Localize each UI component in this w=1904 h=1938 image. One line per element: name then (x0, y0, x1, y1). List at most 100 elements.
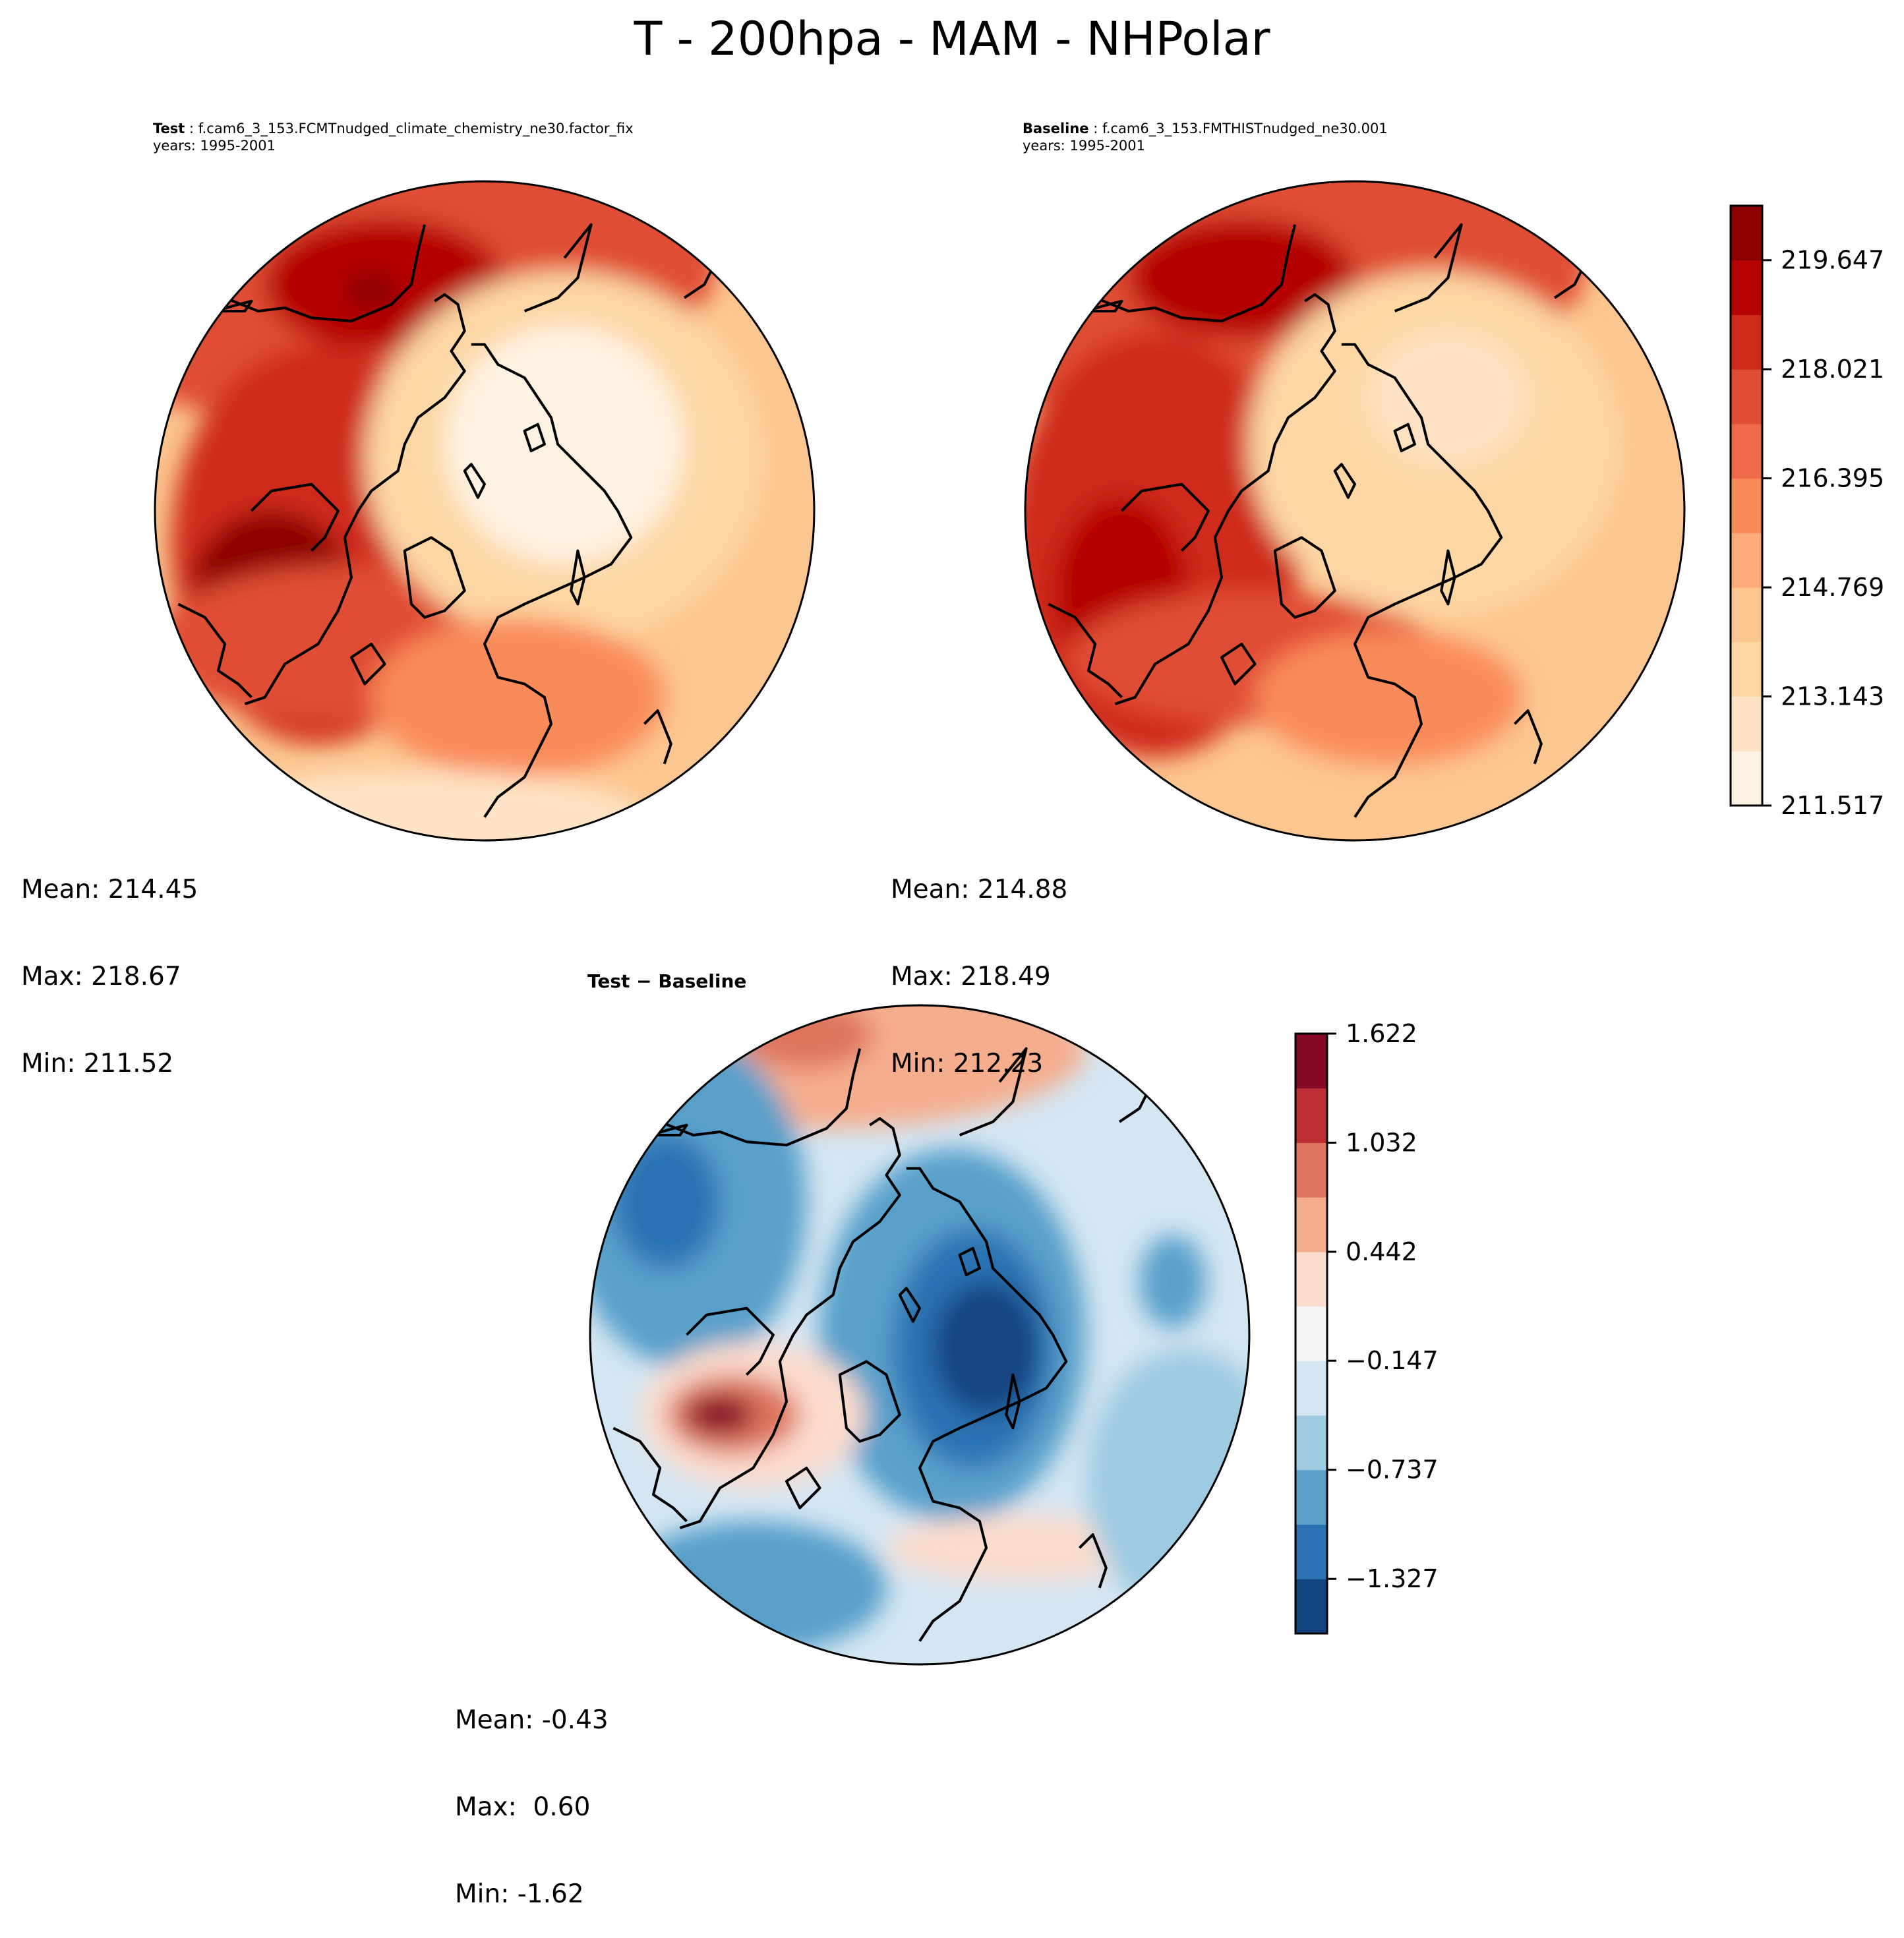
difference-colorbar-segment (1295, 1142, 1327, 1198)
difference-colorbar-segment (1295, 1088, 1327, 1143)
coastline (463, 463, 487, 499)
absolute-colorbar-segment (1731, 423, 1762, 479)
absolute-colorbar-tick-label: 214.769 (1781, 573, 1884, 602)
coastline (213, 299, 253, 313)
test-contour-region (371, 617, 665, 777)
coastline (523, 223, 593, 312)
test-mean: Mean: 214.45 (21, 875, 198, 904)
baseline-stats: Mean: 214.88 Max: 218.49 Min: 212.23 (891, 817, 1067, 1107)
diff-coastlines (612, 1047, 1161, 1642)
coastline (349, 642, 386, 686)
absolute-colorbar-segment (1731, 696, 1762, 751)
absolute-colorbar-segment (1731, 314, 1762, 370)
difference-map (589, 1004, 1251, 1666)
difference-colorbar-tick-label: 1.032 (1346, 1129, 1417, 1158)
coastline (251, 483, 340, 552)
test-map-boundary (154, 180, 816, 842)
coastline (1048, 602, 1123, 699)
diff-min: Min: -1.62 (455, 1879, 584, 1909)
coastline (1333, 463, 1357, 499)
baseline-panel-title: Baseline : f.cam6_3_153.FMTHISTnudged_ne… (1023, 120, 1388, 154)
test-contour-region (444, 324, 684, 564)
coastline (1513, 709, 1543, 765)
diff-mean: Mean: -0.43 (455, 1705, 609, 1735)
coastline (403, 536, 466, 619)
coastline (838, 1360, 901, 1443)
baseline-contour-region (1255, 630, 1522, 764)
absolute-colorbar: 219.647 218.021 216.395 214.769 213.143 211.5… (1729, 204, 1884, 817)
diff-contour-region (933, 1281, 1040, 1415)
difference-colorbar-segment (1295, 1251, 1327, 1307)
coastline (959, 1047, 1028, 1136)
absolute-colorbar-segment (1731, 533, 1762, 588)
coastline (471, 343, 633, 818)
coastline (612, 1426, 688, 1523)
difference-colorbar-tick-label: 0.442 (1346, 1237, 1417, 1266)
baseline-coastlines (1048, 223, 1596, 818)
diff-contour-region (686, 1394, 754, 1435)
difference-colorbar-tick-label: −0.147 (1346, 1346, 1439, 1375)
absolute-colorbar-segment (1731, 206, 1762, 261)
coastline (1083, 299, 1123, 313)
coastline (570, 549, 586, 606)
coastline (177, 602, 253, 699)
coastline (785, 1466, 821, 1510)
absolute-colorbar-outline (1729, 204, 1764, 807)
diff-contour-region (620, 1521, 887, 1655)
difference-colorbar-tick-label: 1.622 (1346, 1022, 1417, 1048)
difference-colorbar-segment (1295, 1469, 1327, 1525)
absolute-colorbar-tick-label: 213.143 (1781, 682, 1884, 711)
coastline (1220, 642, 1257, 686)
absolute-colorbar-segment (1731, 369, 1762, 425)
baseline-years: years: 1995-2001 (1023, 138, 1146, 154)
coastline (1078, 1533, 1108, 1589)
coastline (1394, 223, 1463, 312)
coastline (686, 1307, 775, 1376)
test-stats: Mean: 214.45 Max: 218.67 Min: 211.52 (21, 817, 198, 1107)
test-label: Test (153, 121, 185, 136)
diff-stats: Mean: -0.43 Max: 0.60 Min: -1.62 (455, 1648, 609, 1938)
coastline (1121, 483, 1210, 552)
test-contour-region (344, 271, 398, 311)
baseline-contour-region (1368, 331, 1528, 465)
coastline (679, 1117, 901, 1529)
absolute-colorbar-segment (1731, 751, 1762, 806)
difference-colorbar-segment (1295, 1524, 1327, 1579)
baseline-max: Max: 218.49 (891, 962, 1051, 991)
difference-colorbar-segment (1295, 1034, 1327, 1089)
baseline-case-name: : f.cam6_3_153.FMTHISTnudged_ne30.001 (1088, 121, 1388, 136)
coastline (1273, 536, 1336, 619)
test-coastlines (177, 223, 726, 818)
difference-colorbar: 1.622 1.032 0.442 −0.147 −0.737 −1.327 (1294, 1022, 1439, 1635)
coastline (1393, 423, 1416, 453)
absolute-colorbar-segment (1731, 587, 1762, 643)
difference-colorbar-outline (1294, 1032, 1328, 1635)
diff-map-boundary (589, 1004, 1251, 1666)
diff-max: Max: 0.60 (455, 1792, 591, 1822)
coastline (648, 1123, 688, 1137)
diff-contour-region (1139, 1235, 1206, 1328)
diff-panel-title: Test − Baseline (587, 970, 747, 992)
difference-colorbar-segment (1295, 1197, 1327, 1252)
coastline (1341, 343, 1503, 818)
coastline (898, 1287, 922, 1323)
absolute-colorbar-segment (1731, 641, 1762, 697)
baseline-map (1024, 180, 1686, 842)
difference-colorbar-segment (1295, 1415, 1327, 1471)
coastline (523, 423, 546, 453)
difference-colorbar-segment (1295, 1579, 1327, 1634)
difference-colorbar-segment (1295, 1306, 1327, 1361)
baseline-map-boundary (1024, 180, 1686, 842)
baseline-mean: Mean: 214.88 (891, 875, 1068, 904)
difference-colorbar-segment (1295, 1361, 1327, 1416)
absolute-colorbar-segment (1731, 260, 1762, 315)
coastline (958, 1247, 981, 1277)
figure-title: T - 200hpa - MAM - NHPolar (634, 12, 1270, 66)
test-min: Min: 211.52 (21, 1049, 174, 1078)
test-max: Max: 218.67 (21, 962, 181, 991)
diff-contour-region (886, 1514, 1153, 1581)
test-panel-title: Test : f.cam6_3_153.FCMTnudged_climate_c… (153, 120, 634, 154)
coastline (1440, 549, 1456, 606)
coastline (906, 1167, 1068, 1642)
diff-contour-region (613, 1135, 720, 1268)
